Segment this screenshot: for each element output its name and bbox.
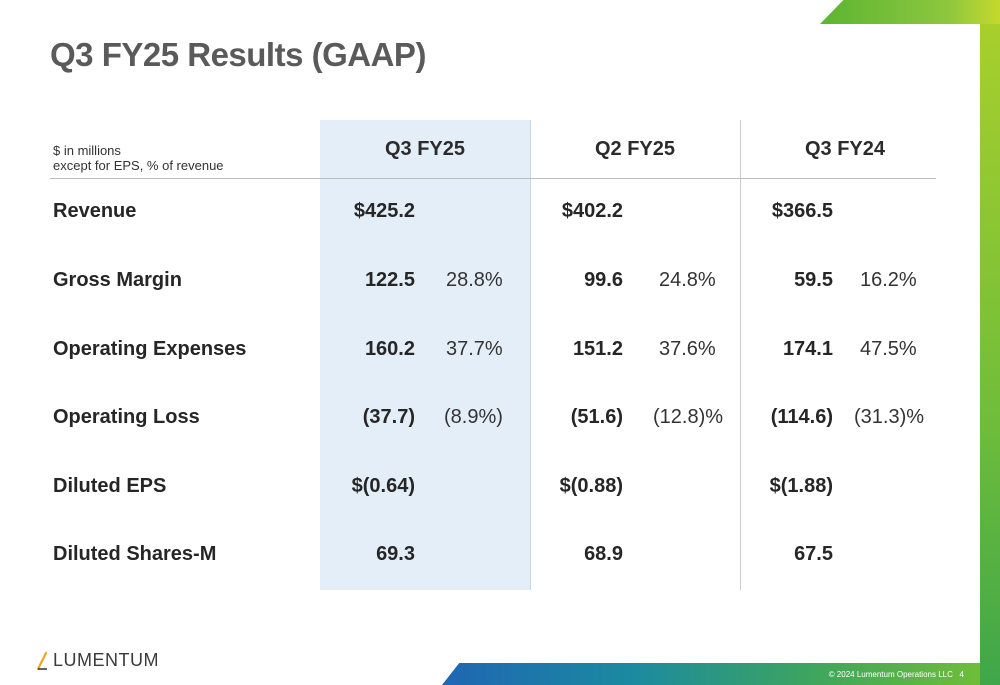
footer-copyright: © 2024 Lumentum Operations LLC xyxy=(828,670,953,679)
row-label: Operating Expenses xyxy=(53,338,247,360)
cell-percent: 16.2% xyxy=(860,269,917,291)
header-rule xyxy=(50,178,936,179)
footer: © 2024 Lumentum Operations LLC 4 xyxy=(829,670,964,679)
unit-note: $ in millions except for EPS, % of reven… xyxy=(53,143,224,173)
top-right-accent-strip xyxy=(820,0,1000,24)
cell-value: 59.5 xyxy=(794,269,833,291)
column-header-q3-fy24: Q3 FY24 xyxy=(804,138,886,160)
lumentum-logo: LUMENTUM xyxy=(36,650,159,671)
cell-value: (51.6) xyxy=(570,406,623,428)
cell-value: 69.3 xyxy=(376,543,415,565)
bottom-accent-bar: © 2024 Lumentum Operations LLC 4 xyxy=(442,663,980,685)
row-label: Revenue xyxy=(53,200,137,222)
column-divider xyxy=(740,120,741,590)
cell-percent: 24.8% xyxy=(659,269,716,291)
row-label: Operating Loss xyxy=(53,406,200,428)
cell-percent: 28.8% xyxy=(446,269,503,291)
row-label: Diluted EPS xyxy=(53,475,167,497)
logo-wordmark: LUMENTUM xyxy=(53,650,159,670)
unit-note-line-2: except for EPS, % of revenue xyxy=(53,158,224,173)
cell-value: (37.7) xyxy=(362,406,415,428)
column-header-q2-fy25: Q2 FY25 xyxy=(594,138,676,160)
current-quarter-highlight xyxy=(320,120,531,590)
cell-value: $425.2 xyxy=(353,200,415,222)
page-title: Q3 FY25 Results (GAAP) xyxy=(50,36,426,73)
right-accent-bar xyxy=(980,24,1000,685)
cell-value: $402.2 xyxy=(561,200,623,222)
column-header-q3-fy25: Q3 FY25 xyxy=(384,138,466,160)
cell-value: 174.1 xyxy=(782,338,833,360)
unit-note-line-1: $ in millions xyxy=(53,143,121,158)
cell-percent: (12.8)% xyxy=(653,406,724,428)
cell-value: 99.6 xyxy=(584,269,623,291)
row-label: Gross Margin xyxy=(53,269,182,291)
page-number: 4 xyxy=(959,670,964,679)
cell-value: 122.5 xyxy=(364,269,415,291)
logo-slash-icon xyxy=(36,651,48,670)
cell-percent: 47.5% xyxy=(860,338,917,360)
cell-value: $(0.88) xyxy=(559,475,623,497)
cell-value: $366.5 xyxy=(771,200,833,222)
cell-percent: 37.6% xyxy=(659,338,716,360)
cell-value: 160.2 xyxy=(364,338,415,360)
row-label: Diluted Shares-M xyxy=(53,543,217,565)
cell-percent: (31.3)% xyxy=(854,406,925,428)
cell-value: (114.6) xyxy=(770,406,833,428)
cell-value: $(1.88) xyxy=(769,475,833,497)
cell-value: 151.2 xyxy=(572,338,623,360)
cell-percent: (8.9%) xyxy=(444,406,503,428)
cell-value: 67.5 xyxy=(794,543,833,565)
cell-value: $(0.64) xyxy=(351,475,415,497)
cell-percent: 37.7% xyxy=(446,338,503,360)
cell-value: 68.9 xyxy=(584,543,623,565)
